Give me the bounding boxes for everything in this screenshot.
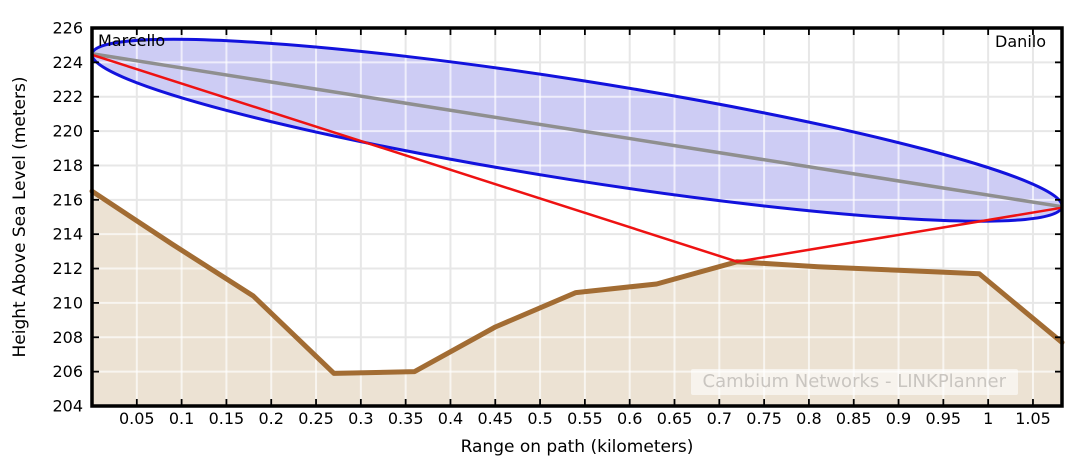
x-tick-label: 0.65	[657, 409, 693, 428]
y-tick-label: 212	[52, 259, 83, 278]
y-tick-label: 224	[52, 53, 83, 72]
x-tick-label: 0.25	[298, 409, 334, 428]
x-tick-label: 1.05	[1015, 409, 1051, 428]
x-tick-label: 0.7	[707, 409, 732, 428]
site-label-right: Danilo	[995, 32, 1046, 51]
x-tick-label: 0.45	[477, 409, 513, 428]
x-tick-label: 0.05	[119, 409, 155, 428]
x-tick-label: 0.9	[886, 409, 911, 428]
y-tick-label: 216	[52, 190, 83, 209]
y-tick-label: 208	[52, 328, 83, 347]
y-tick-label: 218	[52, 156, 83, 175]
watermark: Cambium Networks - LINKPlanner	[690, 369, 1018, 396]
x-tick-label: 0.95	[925, 409, 961, 428]
x-tick-label: 0.75	[746, 409, 782, 428]
site-label-left: Marcello	[98, 31, 166, 50]
los-line	[91, 52, 1063, 209]
y-tick-label: 210	[52, 293, 83, 312]
plot-frame	[90, 26, 1064, 408]
tick-labels: 0.05 0.1 0.15 0.2 0.25 0.3 0.35 0.4 0.45 0.5 0.55 0…	[52, 19, 1050, 429]
x-tick-label: 0.4	[438, 409, 463, 428]
x-tick-label: 0.85	[836, 409, 872, 428]
x-tick-label: 0.8	[796, 409, 821, 428]
x-tick-label: 0.5	[527, 409, 552, 428]
x-tick-label: 0.2	[258, 409, 283, 428]
obstruction-rays	[91, 53, 1063, 263]
terrain-fill	[92, 191, 1062, 406]
y-tick-label: 206	[52, 362, 83, 381]
x-tick-label: 0.15	[209, 409, 245, 428]
y-tick-label: 204	[52, 397, 83, 416]
y-axis-title: Height Above Sea Level (meters)	[10, 76, 30, 358]
x-axis-title: Range on path (kilometers)	[460, 437, 694, 457]
x-tick-label: 1	[983, 409, 993, 428]
x-tick-label: 0.55	[567, 409, 603, 428]
x-tick-label: 0.1	[169, 409, 194, 428]
y-tick-label: 222	[52, 87, 83, 106]
y-tick-label: 220	[52, 122, 83, 141]
x-tick-label: 0.6	[617, 409, 642, 428]
y-tick-label: 214	[52, 225, 83, 244]
x-tick-label: 0.3	[348, 409, 373, 428]
y-tick-label: 226	[52, 19, 83, 38]
terrain-line	[89, 188, 1065, 376]
x-tick-label: 0.35	[388, 409, 424, 428]
